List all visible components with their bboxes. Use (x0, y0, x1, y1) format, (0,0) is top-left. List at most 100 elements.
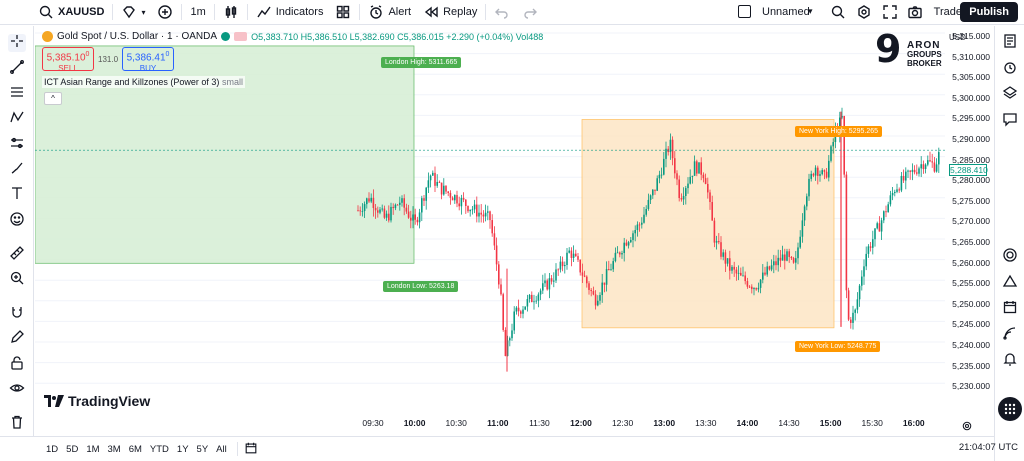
watchlist-button[interactable] (1001, 33, 1019, 52)
price-axis[interactable]: 5,315.000 5,310.000 5,305.000 5,300.000 5,29… (946, 26, 994, 436)
visibility-tool[interactable] (8, 381, 26, 399)
candle-body (729, 258, 731, 271)
alert-button[interactable]: Alert (362, 0, 417, 25)
brush-tool[interactable] (8, 161, 26, 179)
add-symbol-button[interactable] (151, 0, 179, 25)
range-all[interactable]: All (216, 443, 227, 455)
candle-body (874, 228, 876, 240)
candle-body (528, 294, 531, 300)
target-button[interactable] (1001, 247, 1019, 266)
range-1d[interactable]: 1D (46, 443, 59, 455)
candle-body (533, 301, 535, 303)
sell-button[interactable]: 5,385.100 SELL (42, 47, 94, 74)
candle-body (502, 294, 504, 331)
streams-button[interactable] (1001, 326, 1019, 344)
zoom-tool[interactable] (8, 271, 26, 289)
candle-body (806, 196, 808, 207)
time-axis[interactable]: 09:30 10:00 10:30 11:00 11:30 12:00 12:30 13:00… (35, 418, 945, 432)
candle-body (377, 210, 379, 213)
collapse-legend-button[interactable]: ^ (44, 92, 62, 105)
pattern-icon (9, 109, 25, 130)
templates-button[interactable] (329, 0, 357, 25)
trendline-tool[interactable] (8, 59, 26, 78)
compare-button[interactable]: ▾ (115, 0, 151, 25)
fib-tool[interactable] (8, 85, 26, 103)
goto-date-button[interactable] (244, 441, 258, 458)
ideas-button[interactable] (1001, 274, 1019, 292)
apps-button[interactable] (998, 397, 1022, 421)
tradingview-logo[interactable]: TradingView (44, 393, 150, 409)
candle-body (795, 258, 797, 263)
range-1y[interactable]: 1Y (176, 443, 189, 455)
tradingview-wordmark: TradingView (68, 393, 151, 409)
undo-button[interactable] (488, 0, 516, 25)
calendar-button[interactable] (1001, 300, 1019, 318)
candle-body (689, 176, 691, 184)
trade-button[interactable]: Trade (933, 6, 962, 18)
indicators-button[interactable]: Indicators (250, 0, 330, 25)
range-5d[interactable]: 5D (66, 443, 79, 455)
settings-icon[interactable] (856, 4, 872, 20)
candle-body (867, 246, 870, 254)
notifications-button[interactable] (1001, 352, 1019, 370)
candle-body (568, 250, 570, 253)
magnet-tool[interactable] (8, 305, 26, 323)
candle-body (495, 245, 498, 265)
symbol-full-name[interactable]: Gold Spot / U.S. Dollar · 1 · OANDA (57, 31, 218, 42)
projection-tool[interactable] (8, 136, 26, 154)
interval-button[interactable]: 1m (184, 0, 211, 25)
chat-button[interactable] (1001, 112, 1019, 130)
layout-name[interactable]: Unnamed (762, 6, 810, 18)
quick-search-icon[interactable] (830, 4, 846, 20)
drawing-toolbar (0, 26, 34, 436)
price-tick-label: 5,255.000 (952, 278, 990, 289)
range-3m[interactable]: 3M (107, 443, 121, 455)
chart-type-button[interactable] (217, 0, 245, 25)
price-tick-label: 5,315.000 (952, 31, 990, 41)
range-ytd[interactable]: YTD (149, 443, 169, 455)
price-tick-label: 5,250.000 (952, 298, 990, 309)
symbol-search[interactable]: XAUUSD (0, 0, 110, 25)
indicator-legend[interactable]: ICT Asian Range and Killzones (Power of … (42, 76, 245, 88)
candle-body (841, 116, 843, 118)
lock-tool[interactable] (8, 355, 26, 374)
layout-dropdown-icon[interactable]: ▾ (808, 6, 813, 16)
remove-drawings-tool[interactable] (8, 415, 26, 433)
candle-body (443, 185, 445, 195)
buy-button[interactable]: 5,386.410 BUY (122, 47, 174, 73)
candle-body (537, 294, 540, 301)
price-tick-label: 5,240.000 (952, 340, 990, 350)
candle-body (414, 214, 416, 220)
axis-settings-icon[interactable] (961, 419, 973, 437)
trade-buttons: 5,385.100 SELL 131.0 5,386.410 BUY (42, 47, 174, 74)
candle-body (601, 282, 603, 296)
camera-icon[interactable] (907, 4, 923, 20)
publish-button[interactable]: Publish (960, 2, 1018, 22)
candle-body (678, 179, 680, 199)
sell-label: SELL (58, 64, 78, 74)
candle-body (421, 198, 423, 213)
range-6m[interactable]: 6M (128, 443, 142, 455)
candle-body (399, 202, 401, 205)
text-tool[interactable] (8, 186, 26, 204)
candle-body (357, 210, 359, 212)
layout-checkbox[interactable] (738, 5, 751, 18)
emoji-tool[interactable] (8, 211, 26, 230)
spread-value: 131.0 (98, 54, 119, 64)
replay-button[interactable]: Replay (417, 0, 483, 25)
layers-button[interactable] (1001, 85, 1019, 104)
utc-clock[interactable]: 21:04:07 UTC (958, 442, 1018, 453)
redo-button[interactable] (516, 0, 544, 25)
range-5y[interactable]: 5Y (196, 443, 209, 455)
candle-body (891, 193, 894, 196)
measure-tool[interactable] (8, 245, 26, 264)
range-1m[interactable]: 1M (86, 443, 100, 455)
alerts-button[interactable] (1001, 60, 1019, 78)
zoom-in-icon (9, 270, 25, 291)
crosshair-tool[interactable] (8, 34, 26, 52)
buy-price: 5,386.41 (126, 52, 166, 64)
keep-drawing-tool[interactable] (8, 329, 26, 348)
pattern-tool[interactable] (8, 110, 26, 128)
fullscreen-icon[interactable] (882, 4, 898, 20)
candle-body (887, 204, 889, 213)
